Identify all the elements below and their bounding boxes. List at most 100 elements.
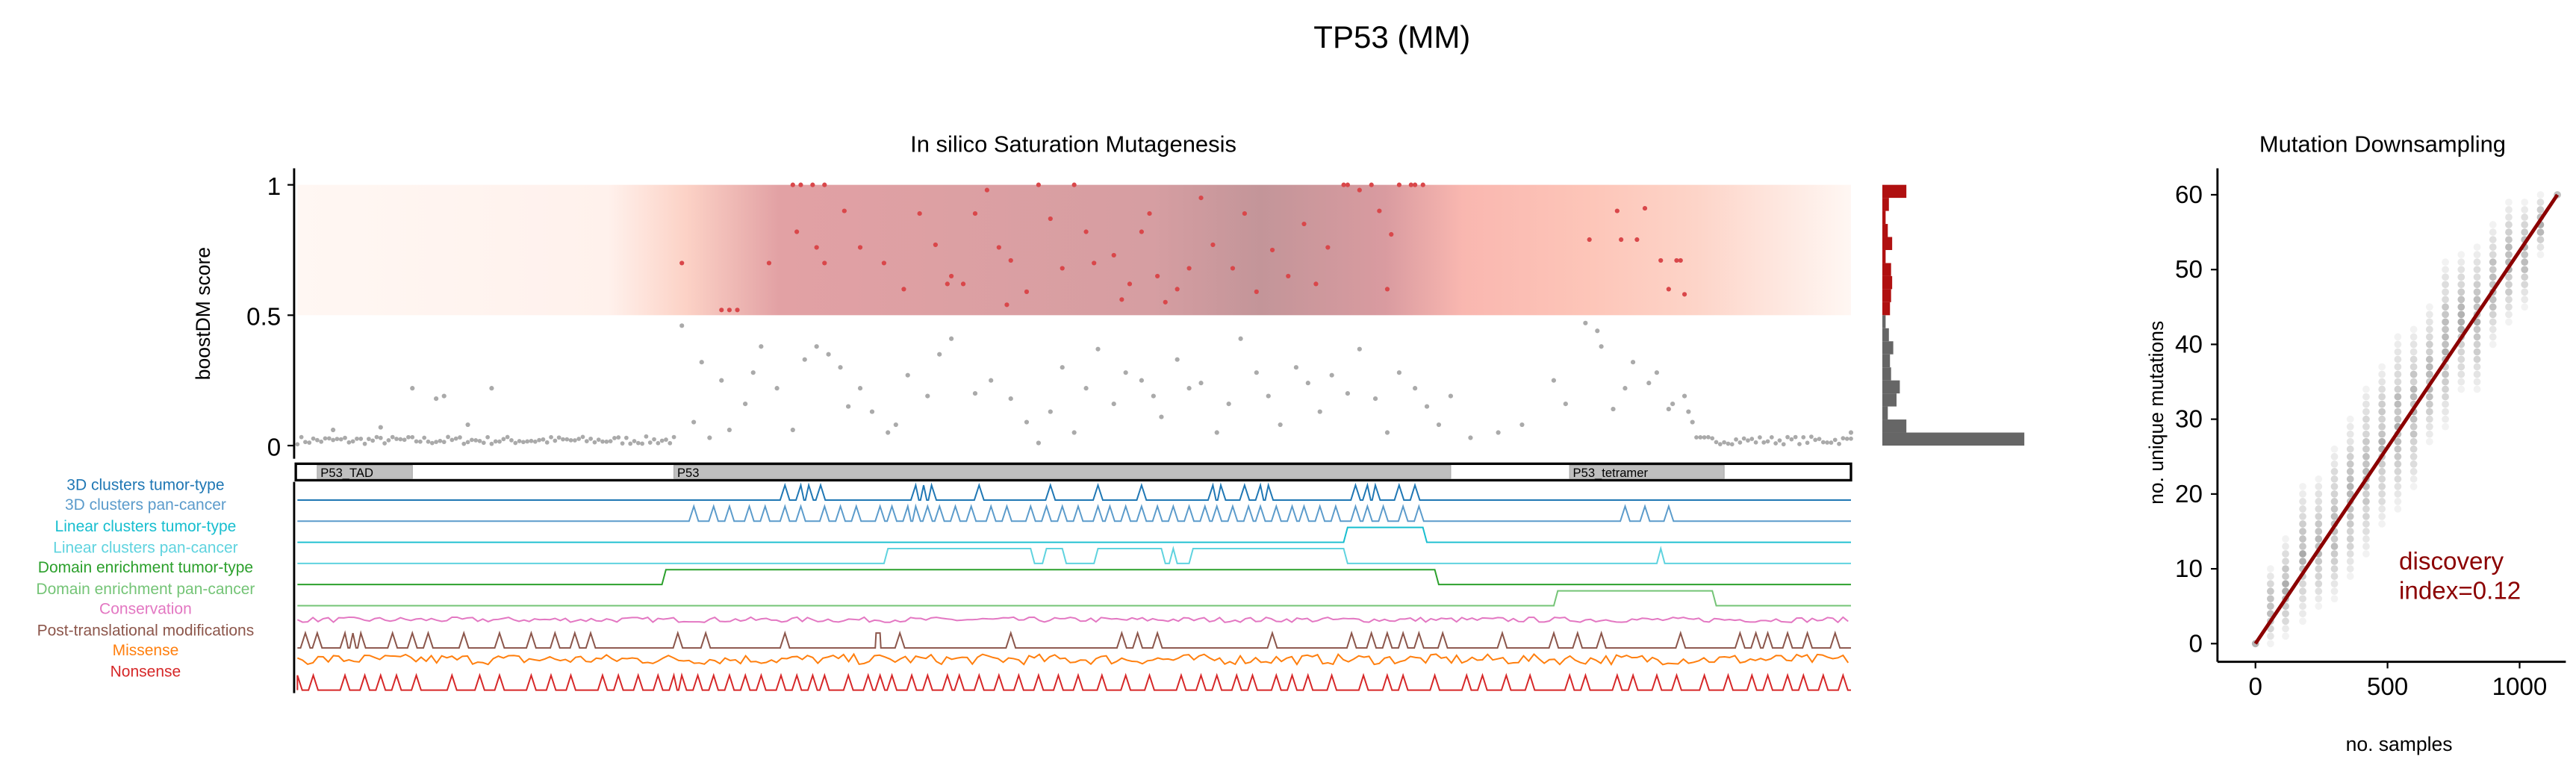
ds-dot [2266,587,2274,596]
driver-point [822,260,827,266]
passenger-point [441,393,447,399]
ds-x-tick-label: 500 [2367,673,2408,701]
driver-point [735,308,740,313]
driver-point [1242,210,1247,216]
histogram-bar [1882,249,1886,263]
histogram-bar [1882,328,1889,342]
ds-dot [2394,460,2402,468]
ds-dot [2330,490,2339,498]
driver-point [1345,182,1350,187]
driver-point [719,308,724,313]
ds-dot [2346,422,2354,431]
driver-point [841,208,847,213]
ds-dot [2394,437,2402,446]
passenger-point [1706,434,1711,440]
ds-dot [2505,236,2513,243]
passenger-point [647,440,653,445]
passenger-point [1036,440,1041,446]
ds-dot [2409,333,2418,341]
passenger-point [1702,435,1707,440]
ds-dot [2489,258,2497,266]
ds-dot [2442,393,2449,401]
ds-dot [2362,550,2370,558]
passenger-point [481,440,486,446]
ds-dot [2409,370,2418,378]
ds-dot [2505,296,2513,304]
track-label: Linear clusters pan-cancer [53,540,237,557]
passenger-point [640,441,644,446]
passenger-point [382,441,387,446]
ds-dot [2409,355,2418,363]
driver-point [790,182,795,187]
ds-dot [2521,266,2529,274]
ds-dot [2473,296,2481,304]
ds-dot [2362,498,2370,505]
passenger-point [465,422,470,428]
ds-dot [2442,303,2449,311]
ds-dot [2299,528,2306,535]
passenger-point [592,440,597,445]
ds-dot [2346,528,2354,535]
ds-ticks: 0 500 1000 0 10 20 30 40 50 60 [2175,181,2547,701]
driver-point [1408,182,1413,187]
ds-dot [2378,475,2386,483]
ds-dot [2362,543,2370,550]
ds-dot [2409,422,2418,431]
ds-dot [2299,617,2306,625]
ds-dot [2346,437,2354,446]
passenger-point [1159,414,1164,419]
passenger-point [679,323,685,328]
ds-dot [2346,452,2354,461]
ds-dot [2299,602,2306,611]
ds-dot [2266,640,2274,648]
ds-dot [2378,363,2386,371]
histogram-bar [1882,406,1888,420]
passenger-point [338,437,343,442]
passenger-point [1583,320,1588,325]
driver-point [822,182,827,187]
ds-dot [2409,475,2418,483]
passenger-point [1849,436,1853,441]
ds-dot [2394,505,2402,513]
passenger-point [441,440,447,445]
ds-dot [2457,355,2465,363]
histogram-bar [1882,275,1893,290]
passenger-point [529,438,534,443]
passenger-point [628,441,633,446]
histogram-bar [1882,354,1891,368]
ds-dot [2282,572,2289,580]
passenger-point [1781,442,1786,447]
driver-point [996,245,1001,250]
ds-dot [2330,535,2339,543]
passenger-point [414,439,419,444]
passenger-point [418,439,423,444]
passenger-point [549,434,553,440]
ds-dot [2362,460,2370,468]
ds-dot [2442,296,2449,304]
ds-dot [2394,467,2402,475]
ds-dot [2457,281,2465,289]
track-label: Post-translational modifications [37,622,255,639]
ds-dot [2409,430,2418,438]
ds-dot [2330,498,2339,505]
passenger-point [635,440,641,446]
driver-point [1071,182,1077,187]
passenger-point [1717,442,1723,447]
ds-dot [2473,340,2481,349]
passenger-point [573,438,577,443]
passenger-point [1175,357,1180,362]
ds-dot [2457,288,2465,296]
passenger-point [485,434,490,440]
ds-dot [2409,348,2418,356]
ds-dot [2425,303,2433,311]
passenger-point [541,437,546,442]
passenger-point [1060,365,1065,370]
ds-dot [2346,565,2354,572]
ds-fit-line [2253,193,2560,645]
passenger-point [1714,440,1719,445]
passenger-point [505,434,510,440]
ds-dot [2489,310,2497,319]
driver-point [1198,196,1204,201]
ds-dot [2346,430,2354,438]
passenger-point [1214,430,1219,435]
